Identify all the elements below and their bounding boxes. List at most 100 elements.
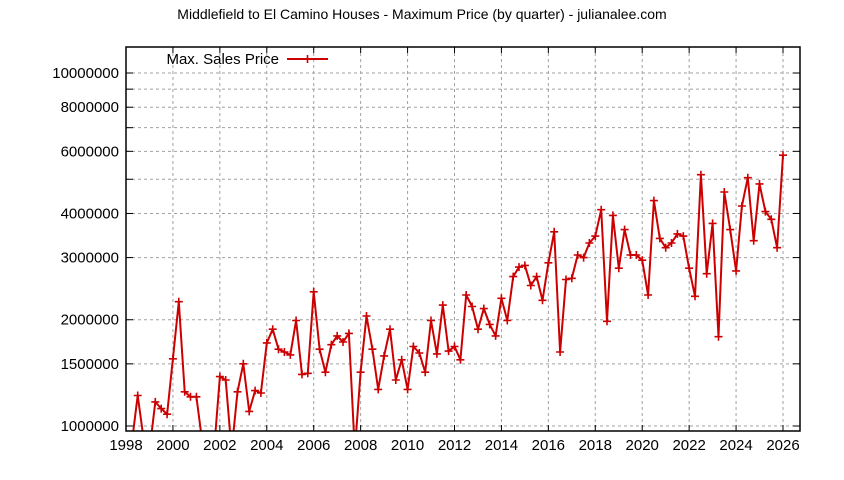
plus-marker-icon: [233, 387, 242, 396]
plus-marker-icon: [168, 354, 177, 363]
y-tick-label: 4000000: [61, 205, 119, 222]
plus-marker-icon: [614, 264, 623, 273]
plus-marker-icon: [591, 232, 600, 241]
plus-marker-icon: [151, 397, 160, 406]
plus-marker-icon: [544, 258, 553, 267]
plus-marker-icon: [526, 281, 535, 290]
plus-marker-icon: [468, 302, 477, 311]
plus-marker-icon: [497, 294, 506, 303]
x-tick-label: 2026: [766, 437, 799, 454]
y-tick-label: 1000000: [61, 418, 119, 435]
plus-marker-icon: [649, 196, 658, 205]
plus-marker-icon: [380, 351, 389, 360]
plus-marker-icon: [315, 345, 324, 354]
plus-marker-icon: [262, 338, 271, 347]
x-tick-label: 2000: [156, 437, 189, 454]
y-tick-label: 3000000: [61, 250, 119, 267]
plus-marker-icon: [239, 359, 248, 368]
plus-marker-icon: [374, 385, 383, 394]
axes: 1998 2000 2002 2004 2006 2008 2010 2012 2014 2016…: [52, 47, 800, 454]
plus-marker-icon: [174, 297, 183, 306]
plus-marker-icon: [333, 331, 342, 340]
plus-marker-icon: [726, 225, 735, 234]
plus-marker-icon: [456, 355, 465, 364]
plus-marker-icon: [638, 256, 647, 265]
plus-marker-icon: [585, 239, 594, 247]
plus-marker-icon: [303, 369, 312, 378]
plus-marker-icon: [280, 348, 289, 356]
plus-marker-icon: [268, 325, 277, 334]
legend-label: Max. Sales Price: [166, 51, 279, 68]
y-tick-label: 2000000: [61, 312, 119, 329]
plus-marker-icon: [204, 466, 212, 474]
plus-marker-icon: [344, 329, 353, 338]
plus-marker-icon: [491, 331, 500, 340]
plus-marker-icon: [356, 368, 365, 377]
plus-marker-icon: [696, 170, 705, 179]
plus-marker-icon: [292, 316, 301, 325]
plus-marker-icon: [397, 355, 406, 364]
plus-marker-icon: [163, 410, 172, 419]
y-tick-label: 6000000: [61, 143, 119, 160]
plus-marker-icon: [708, 219, 717, 228]
plus-marker-icon: [603, 317, 611, 326]
plus-marker-icon: [339, 338, 347, 346]
x-tick-label: 2002: [203, 437, 236, 454]
plus-marker-icon: [556, 348, 565, 356]
x-tick-label: 2016: [532, 437, 565, 454]
plus-marker-icon: [444, 347, 453, 356]
plus-marker-icon: [298, 370, 306, 379]
plus-marker-icon: [743, 173, 752, 182]
y-tick-label: 10000000: [52, 65, 119, 82]
plus-marker-icon: [286, 350, 295, 359]
plus-marker-icon: [503, 316, 512, 325]
series-line: [132, 155, 784, 431]
plus-marker-icon: [720, 188, 729, 196]
plus-marker-icon: [215, 372, 224, 381]
plus-marker-icon: [562, 275, 570, 284]
plus-marker-icon: [427, 316, 435, 325]
plus-marker-icon: [438, 301, 447, 310]
plus-marker-icon: [755, 179, 764, 188]
plus-marker-icon: [779, 151, 787, 160]
plus-marker-icon: [632, 251, 641, 259]
plus-marker-icon: [321, 368, 330, 377]
plus-marker-icon: [256, 389, 265, 397]
plus-marker-icon: [714, 332, 723, 341]
plus-marker-icon: [737, 202, 746, 210]
plus-marker-icon: [386, 325, 394, 334]
plus-marker-icon: [450, 342, 459, 351]
plus-marker-icon: [667, 239, 676, 247]
x-tick-label: 1998: [109, 437, 142, 454]
plus-marker-icon: [509, 272, 518, 281]
plus-marker-icon: [421, 368, 430, 377]
plus-marker-icon: [245, 407, 254, 416]
plus-marker-icon: [362, 312, 371, 320]
plus-marker-icon: [608, 211, 617, 220]
plus-marker-icon: [567, 274, 576, 283]
plus-marker-icon: [538, 296, 547, 305]
plus-marker-icon: [655, 234, 664, 243]
plus-marker-icon: [403, 385, 412, 394]
plus-marker-icon: [474, 325, 482, 334]
plus-marker-icon: [702, 269, 711, 278]
plus-marker-icon: [432, 349, 441, 358]
plus-marker-icon: [391, 376, 400, 384]
plus-marker-icon: [157, 404, 166, 413]
plus-marker-icon: [409, 342, 418, 351]
plus-marker-icon: [579, 253, 588, 262]
plus-marker-icon: [685, 264, 694, 273]
x-tick-label: 2006: [297, 437, 330, 454]
x-tick-label: 2014: [485, 437, 518, 454]
x-tick-label: 2018: [579, 437, 612, 454]
y-tick-label: 1500000: [61, 356, 119, 373]
plus-marker-icon: [620, 225, 629, 234]
x-tick-label: 2004: [250, 437, 283, 454]
plus-marker-icon: [515, 263, 523, 272]
plus-marker-icon: [479, 304, 488, 313]
plus-marker-icon: [597, 205, 606, 214]
plus-marker-icon: [251, 386, 260, 395]
plus-marker-icon: [146, 447, 154, 455]
plus-marker-icon: [749, 236, 758, 245]
plus-marker-icon: [462, 291, 471, 299]
